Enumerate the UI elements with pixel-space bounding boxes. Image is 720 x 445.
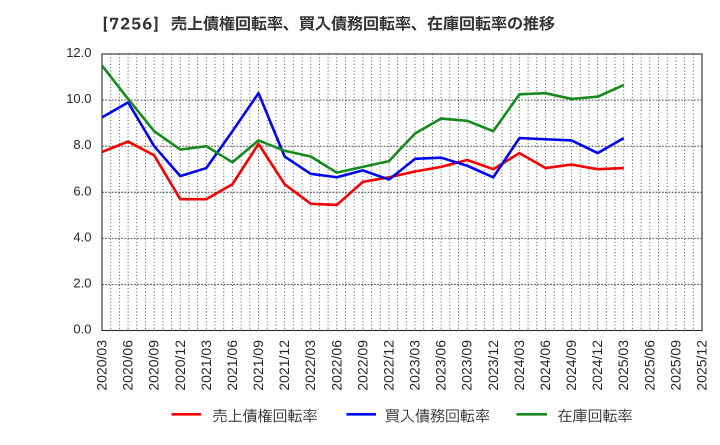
svg-text:2020/12: 2020/12 bbox=[172, 340, 188, 391]
svg-text:10.0: 10.0 bbox=[66, 91, 91, 106]
svg-text:2021/06: 2021/06 bbox=[224, 340, 240, 391]
svg-text:8.0: 8.0 bbox=[73, 137, 91, 152]
svg-text:2024/06: 2024/06 bbox=[537, 340, 553, 391]
svg-text:2023/09: 2023/09 bbox=[459, 340, 475, 391]
svg-text:2023/06: 2023/06 bbox=[433, 340, 449, 391]
svg-text:2022/03: 2022/03 bbox=[302, 340, 318, 391]
svg-text:2022/12: 2022/12 bbox=[380, 340, 396, 391]
svg-text:2024/09: 2024/09 bbox=[563, 340, 579, 391]
svg-text:2025/03: 2025/03 bbox=[615, 340, 631, 391]
svg-text:2021/03: 2021/03 bbox=[198, 340, 214, 391]
svg-text:2024/03: 2024/03 bbox=[511, 340, 527, 391]
svg-text:2025/09: 2025/09 bbox=[667, 340, 683, 391]
svg-text:4.0: 4.0 bbox=[73, 229, 91, 244]
svg-text:2020/06: 2020/06 bbox=[120, 340, 136, 391]
svg-text:2021/12: 2021/12 bbox=[276, 340, 292, 391]
svg-text:2020/09: 2020/09 bbox=[146, 340, 162, 391]
svg-text:2022/09: 2022/09 bbox=[354, 340, 370, 391]
svg-text:12.0: 12.0 bbox=[66, 45, 91, 60]
svg-text:2023/03: 2023/03 bbox=[407, 340, 423, 391]
svg-text:2023/12: 2023/12 bbox=[485, 340, 501, 391]
svg-text:2020/03: 2020/03 bbox=[94, 340, 110, 391]
svg-text:0.0: 0.0 bbox=[73, 322, 91, 337]
svg-text:2.0: 2.0 bbox=[73, 275, 91, 290]
svg-text:2024/12: 2024/12 bbox=[589, 340, 605, 391]
svg-text:6.0: 6.0 bbox=[73, 183, 91, 198]
svg-text:2025/06: 2025/06 bbox=[641, 340, 657, 391]
svg-text:2022/06: 2022/06 bbox=[328, 340, 344, 391]
svg-text:2021/09: 2021/09 bbox=[250, 340, 266, 391]
svg-text:2025/12: 2025/12 bbox=[694, 340, 710, 391]
